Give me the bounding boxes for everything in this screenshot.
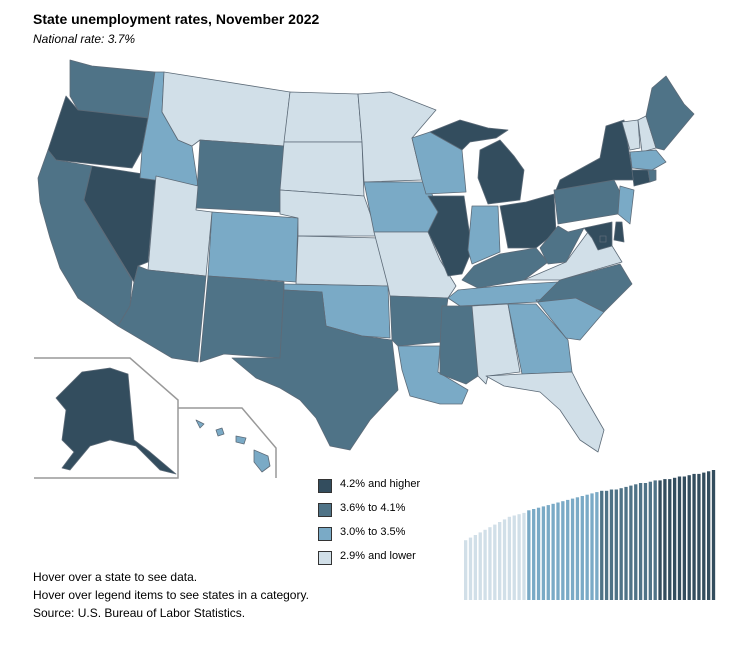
distribution-bar (527, 510, 531, 600)
distribution-bar (658, 480, 662, 600)
state-texas[interactable] (231, 289, 399, 451)
hover-state-note: Hover over a state to see data. (33, 570, 198, 584)
state-new-jersey[interactable] (617, 185, 635, 225)
distribution-bar (624, 486, 628, 600)
distribution-bar (541, 506, 546, 600)
legend-label: 2.9% and lower (340, 550, 416, 562)
distribution-bar (672, 477, 677, 600)
distribution-bar (473, 535, 478, 600)
distribution-bar (702, 472, 706, 600)
distribution-bar (600, 490, 604, 600)
state-district-of-columbia[interactable] (599, 235, 607, 243)
distribution-bar (468, 537, 473, 600)
legend-swatch (318, 551, 332, 565)
distribution-bar (663, 479, 667, 600)
hawaii-inset-border (178, 407, 277, 478)
map-title: State unemployment rates, November 2022 (33, 11, 320, 27)
distribution-bar (697, 473, 701, 600)
distribution-bar (687, 475, 691, 600)
distribution-bar (502, 519, 507, 600)
distribution-bar (551, 503, 555, 600)
state-louisiana[interactable] (397, 345, 469, 405)
state-maryland[interactable] (583, 221, 613, 251)
state-new-mexico[interactable] (199, 275, 285, 363)
distribution-bar (629, 485, 633, 600)
state-delaware[interactable] (613, 221, 625, 243)
distribution-bar (532, 509, 536, 600)
distribution-bar (668, 479, 672, 600)
national-rate-subtitle: National rate: 3.7% (33, 32, 136, 46)
distribution-bar (590, 493, 594, 600)
distribution-bar (493, 524, 497, 600)
distribution-bar (609, 489, 614, 600)
legend-label: 3.6% to 4.1% (340, 502, 406, 514)
source-note: Source: U.S. Bureau of Labor Statistics. (33, 606, 246, 620)
legend-label: 4.2% and higher (340, 478, 421, 490)
distribution-bar (580, 496, 584, 600)
distribution-bar (653, 480, 657, 600)
state-vermont[interactable] (621, 119, 641, 151)
state-georgia[interactable] (507, 303, 573, 375)
distribution-bar (566, 499, 570, 600)
distribution-bar (561, 501, 565, 600)
distribution-bar (604, 490, 609, 600)
state-hawaii[interactable] (195, 419, 271, 473)
distribution-bar (507, 516, 512, 600)
distribution-bar (483, 529, 487, 600)
state-maine[interactable] (645, 75, 695, 151)
legend-swatch (318, 479, 332, 493)
legend-swatch (318, 503, 332, 517)
distribution-bar (522, 512, 526, 600)
distribution-bar (536, 507, 541, 600)
distribution-bar (614, 489, 618, 600)
state-indiana[interactable] (467, 205, 501, 265)
legend-label: 3.0% to 3.5% (340, 526, 406, 538)
distribution-bar (638, 483, 643, 600)
legend-swatch (318, 527, 332, 541)
distribution-bar (570, 498, 575, 600)
state-florida[interactable] (485, 371, 605, 453)
distribution-bar (692, 473, 696, 600)
distribution-bar (634, 484, 638, 600)
hover-legend-note: Hover over legend items to see states in… (33, 588, 309, 602)
state-tennessee[interactable] (447, 281, 559, 307)
distribution-bar (682, 476, 686, 600)
distribution-bar (464, 540, 468, 600)
distribution-bar (711, 470, 716, 600)
distribution-bar (619, 488, 623, 600)
distribution-bar (556, 502, 560, 600)
state-illinois[interactable] (427, 195, 473, 277)
distribution-bar (585, 494, 589, 600)
distribution-bar (478, 532, 482, 600)
state-massachusetts[interactable] (629, 149, 667, 171)
distribution-bar (546, 505, 550, 600)
state-arizona[interactable] (117, 265, 207, 363)
state-alaska[interactable] (55, 367, 177, 475)
distribution-bar (517, 514, 521, 600)
distribution-bar (677, 476, 682, 600)
distribution-bar (648, 481, 652, 600)
distribution-bar (498, 522, 502, 600)
distribution-bar (707, 471, 711, 600)
state-michigan[interactable] (477, 139, 525, 205)
alaska-inset-border (34, 357, 179, 479)
distribution-bar (575, 497, 580, 600)
footnotes: Hover over a state to see data. Hover ov… (33, 568, 309, 622)
distribution-bar (595, 492, 599, 600)
distribution-bar (512, 515, 516, 600)
state-michigan-upper[interactable] (429, 119, 509, 151)
state-kentucky[interactable] (461, 247, 549, 289)
state-rhode-island[interactable] (647, 169, 657, 183)
state-arkansas[interactable] (389, 295, 449, 347)
distribution-bar (643, 483, 648, 600)
distribution-bar (488, 527, 492, 600)
